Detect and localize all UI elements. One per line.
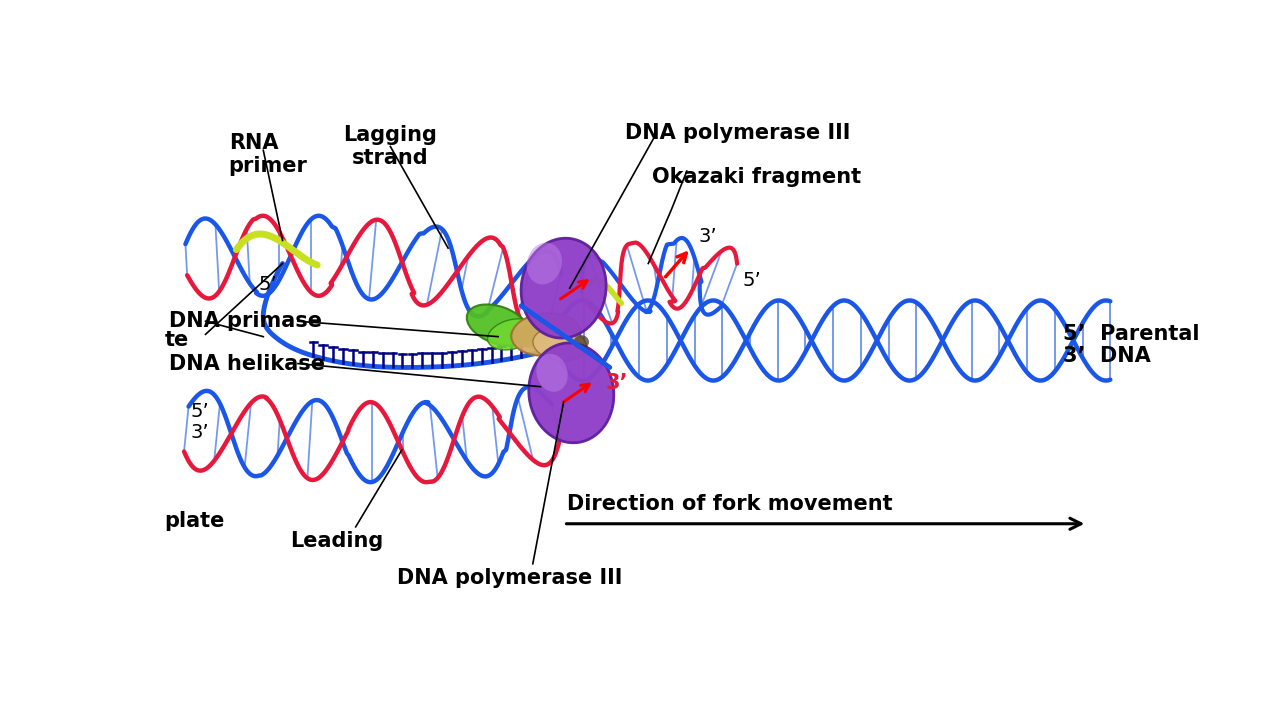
Text: 3’: 3’ bbox=[605, 373, 628, 393]
Text: 3’  DNA: 3’ DNA bbox=[1062, 346, 1151, 366]
Text: DNA polymerase III: DNA polymerase III bbox=[625, 123, 851, 143]
Text: 5’: 5’ bbox=[742, 271, 762, 290]
Text: Okazaki fragment: Okazaki fragment bbox=[652, 167, 861, 187]
Text: 5’: 5’ bbox=[259, 275, 278, 294]
Ellipse shape bbox=[529, 343, 614, 443]
Ellipse shape bbox=[511, 313, 580, 356]
Text: Direction of fork movement: Direction of fork movement bbox=[567, 494, 893, 514]
Ellipse shape bbox=[521, 238, 607, 338]
Ellipse shape bbox=[509, 325, 548, 348]
Text: 5’  Parental: 5’ Parental bbox=[1062, 324, 1199, 344]
Text: 5’: 5’ bbox=[191, 402, 209, 420]
Ellipse shape bbox=[532, 328, 586, 361]
Text: 3’: 3’ bbox=[191, 423, 209, 442]
Text: Leading: Leading bbox=[289, 531, 383, 551]
Text: DNA helikase: DNA helikase bbox=[169, 354, 325, 374]
Text: 3’: 3’ bbox=[699, 227, 717, 246]
Text: plate: plate bbox=[165, 511, 225, 531]
Ellipse shape bbox=[527, 243, 562, 284]
Text: RNA
primer: RNA primer bbox=[229, 132, 307, 176]
Text: Lagging
strand: Lagging strand bbox=[343, 125, 438, 168]
Ellipse shape bbox=[488, 319, 536, 350]
Ellipse shape bbox=[536, 354, 568, 392]
Ellipse shape bbox=[573, 335, 589, 349]
Ellipse shape bbox=[467, 305, 530, 346]
Text: DNA primase: DNA primase bbox=[169, 311, 323, 331]
Text: te: te bbox=[165, 330, 189, 351]
Text: DNA polymerase III: DNA polymerase III bbox=[397, 567, 622, 588]
